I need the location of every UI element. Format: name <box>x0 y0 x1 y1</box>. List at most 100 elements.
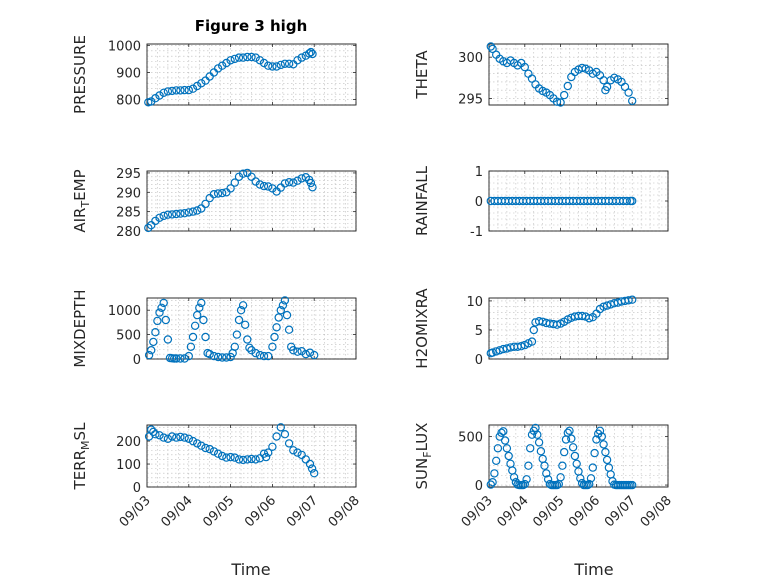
data-point <box>230 453 239 462</box>
data-point <box>602 82 612 92</box>
data-point <box>597 432 607 441</box>
y-tick-label: 500 <box>116 329 141 344</box>
data-point <box>576 474 585 483</box>
data-point <box>176 432 185 442</box>
data-point <box>497 428 506 437</box>
x-tick-label: 09/07 <box>284 493 321 530</box>
data-point <box>601 447 610 457</box>
series-markers <box>486 423 637 490</box>
data-point <box>230 54 239 64</box>
data-point <box>167 432 177 441</box>
plot-frame <box>146 170 357 232</box>
y-tick-label: 200 <box>116 435 141 450</box>
data-point <box>184 85 193 95</box>
data-point <box>272 323 281 332</box>
y-axis-label-rest: LUX <box>413 423 431 452</box>
data-point <box>188 207 198 216</box>
y-tick-label: 0 <box>475 195 483 210</box>
data-point <box>289 446 298 455</box>
data-point <box>272 62 281 71</box>
y-tick-label: 285 <box>116 206 141 221</box>
data-point <box>488 44 497 54</box>
y-tick-label: 1 <box>475 165 483 180</box>
plot-frame <box>488 43 669 106</box>
data-point <box>533 430 542 439</box>
x-tick-label: 09/08 <box>326 493 363 530</box>
y-axis-label: H2OMIXRA <box>413 288 431 369</box>
data-point <box>570 451 580 461</box>
data-point <box>520 62 530 72</box>
data-point <box>280 179 290 188</box>
x-tick-label: 09/04 <box>495 493 532 530</box>
data-point <box>527 337 537 346</box>
data-point <box>284 325 294 334</box>
data-point <box>172 209 181 219</box>
data-point <box>297 53 306 62</box>
data-point <box>167 210 177 219</box>
data-point <box>222 58 231 68</box>
data-point <box>585 479 594 489</box>
data-point <box>572 459 581 468</box>
y-axis-label-rest: EMP <box>71 169 89 200</box>
data-point <box>509 473 519 482</box>
data-point <box>192 206 202 215</box>
data-point <box>486 480 495 489</box>
data-point <box>155 91 164 100</box>
data-point <box>293 56 302 65</box>
data-point <box>226 56 235 65</box>
data-point <box>234 315 244 325</box>
y-tick-label: 1000 <box>108 304 141 319</box>
data-point <box>217 353 227 362</box>
data-point <box>289 178 298 187</box>
data-point <box>230 342 239 351</box>
data-point <box>213 449 223 458</box>
data-point <box>209 447 219 456</box>
data-point <box>586 474 596 483</box>
data-point <box>172 354 181 363</box>
data-point <box>306 178 316 188</box>
data-point <box>293 448 302 457</box>
data-point <box>624 88 633 97</box>
plot-frame <box>488 424 669 488</box>
data-point <box>240 320 250 329</box>
data-point <box>565 426 574 435</box>
data-point <box>226 184 235 193</box>
data-point <box>264 351 273 361</box>
data-point <box>536 447 546 456</box>
data-point <box>184 351 193 361</box>
x-axis-label-left: Time <box>230 560 270 579</box>
data-point <box>197 79 206 88</box>
data-point <box>197 298 206 308</box>
x-axis-label-right: Time <box>573 560 613 579</box>
data-point <box>568 443 578 452</box>
data-point <box>234 53 244 62</box>
data-point <box>226 452 235 462</box>
y-axis-label-main: SUN <box>413 458 431 490</box>
plot-frame <box>488 297 669 360</box>
data-point <box>628 96 637 106</box>
y-axis-label-main: TERR <box>71 450 89 491</box>
y-axis-label: RAINFALL <box>413 165 431 236</box>
data-point <box>306 47 316 57</box>
data-point <box>293 347 302 356</box>
data-point <box>190 321 200 330</box>
data-point <box>238 455 248 465</box>
series-markers <box>486 295 637 358</box>
data-point <box>274 313 283 322</box>
data-point <box>149 337 158 347</box>
data-point <box>247 454 256 464</box>
data-point <box>540 461 549 470</box>
data-point <box>205 444 214 454</box>
data-point <box>163 210 173 219</box>
data-point <box>172 433 181 442</box>
data-point <box>552 320 562 329</box>
data-point <box>552 97 562 106</box>
series-markers <box>486 42 637 107</box>
data-point <box>159 88 168 98</box>
data-point <box>602 301 612 310</box>
data-point <box>560 447 569 457</box>
plot-area <box>146 43 357 106</box>
data-point <box>192 439 202 448</box>
data-point <box>238 53 248 62</box>
